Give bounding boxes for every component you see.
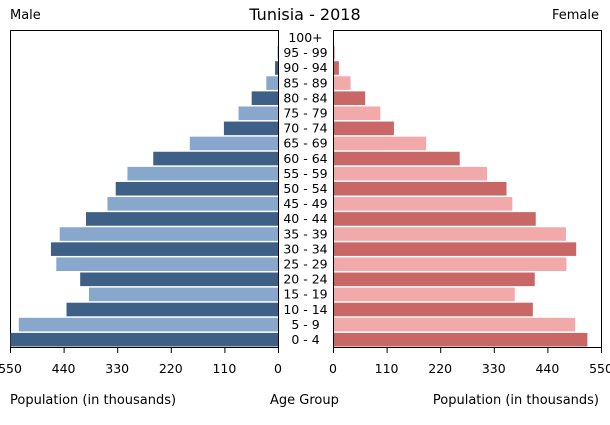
- female-bar: [334, 257, 567, 272]
- age-group-label: 30 - 34: [283, 241, 327, 256]
- x-tick-label: 330: [482, 361, 506, 376]
- male-bar: [127, 166, 278, 181]
- age-group-label: 65 - 69: [283, 136, 327, 151]
- age-group-label: 35 - 39: [283, 226, 327, 241]
- male-bar: [153, 151, 278, 166]
- male-bar: [189, 136, 278, 151]
- age-group-label: 75 - 79: [283, 106, 327, 121]
- male-bar: [86, 212, 278, 226]
- male-bar: [56, 257, 278, 272]
- female-bar: [334, 332, 588, 347]
- x-tick-label: 110: [212, 361, 236, 376]
- female-plot-frame: [333, 30, 602, 348]
- male-bar: [59, 227, 279, 241]
- age-group-label: 0 - 4: [291, 332, 319, 347]
- female-bar: [334, 106, 381, 121]
- female-bar: [334, 302, 533, 317]
- x-axis-label-center: Age Group: [270, 393, 339, 408]
- male-bar: [266, 76, 278, 90]
- age-group-label: 55 - 59: [283, 166, 327, 181]
- male-bar: [88, 287, 279, 302]
- male-plot-frame: [10, 30, 279, 348]
- male-bar: [10, 332, 278, 347]
- chart-title: Tunisia - 2018: [249, 5, 361, 24]
- female-bar: [334, 227, 566, 241]
- male-bar: [115, 181, 278, 196]
- x-tick-label: 110: [375, 361, 399, 376]
- x-tick-label: 220: [159, 361, 183, 376]
- age-group-label: 85 - 89: [283, 75, 327, 90]
- female-bar: [334, 46, 335, 60]
- age-group-label: 25 - 29: [283, 256, 327, 271]
- x-tick-label: 220: [428, 361, 452, 376]
- age-group-label: 15 - 19: [283, 287, 327, 302]
- age-group-label: 10 - 14: [283, 302, 327, 317]
- female-bar: [334, 91, 366, 105]
- male-bar: [238, 106, 278, 121]
- age-group-label: 70 - 74: [283, 121, 327, 136]
- female-label: Female: [551, 8, 599, 23]
- female-bar: [334, 61, 339, 75]
- age-group-label: 60 - 64: [283, 151, 327, 166]
- age-group-label: 80 - 84: [283, 90, 327, 105]
- age-group-label: 50 - 54: [283, 181, 327, 196]
- female-bar: [334, 272, 535, 287]
- age-group-label: 100+: [288, 30, 322, 45]
- x-tick-label: 330: [105, 361, 129, 376]
- age-group-label: 40 - 44: [283, 211, 327, 226]
- x-tick-label: 550: [589, 361, 610, 376]
- x-axis-label-right: Population (in thousands): [432, 393, 599, 408]
- male-bar: [107, 197, 278, 211]
- age-group-label: 90 - 94: [283, 60, 327, 75]
- x-tick-label: 0: [274, 361, 282, 376]
- female-bar: [334, 242, 577, 256]
- male-bar: [275, 61, 278, 75]
- female-bar: [334, 151, 460, 166]
- male-bar: [66, 302, 278, 317]
- x-tick-label: 440: [535, 361, 559, 376]
- age-group-label: 5 - 9: [291, 317, 319, 332]
- male-label: Male: [10, 8, 41, 23]
- male-bar: [50, 242, 278, 256]
- female-bar: [334, 287, 515, 302]
- male-bar: [251, 91, 278, 105]
- x-tick-label: 550: [0, 361, 22, 376]
- male-bar: [80, 272, 279, 287]
- age-group-label: 20 - 24: [283, 272, 327, 287]
- female-bar: [334, 197, 513, 211]
- age-group-label: 95 - 99: [283, 45, 327, 60]
- female-bar: [334, 181, 507, 196]
- male-bar: [223, 121, 278, 136]
- x-tick-label: 0: [329, 361, 337, 376]
- age-group-label: 45 - 49: [283, 196, 327, 211]
- female-bar: [334, 212, 536, 226]
- female-bar: [334, 136, 427, 151]
- female-bar: [334, 121, 394, 136]
- x-axis-label-left: Population (in thousands): [10, 393, 177, 408]
- female-bar: [334, 166, 488, 181]
- x-tick-label: 440: [52, 361, 76, 376]
- male-bar: [18, 317, 279, 332]
- female-bar: [334, 76, 351, 90]
- female-bar: [334, 317, 576, 332]
